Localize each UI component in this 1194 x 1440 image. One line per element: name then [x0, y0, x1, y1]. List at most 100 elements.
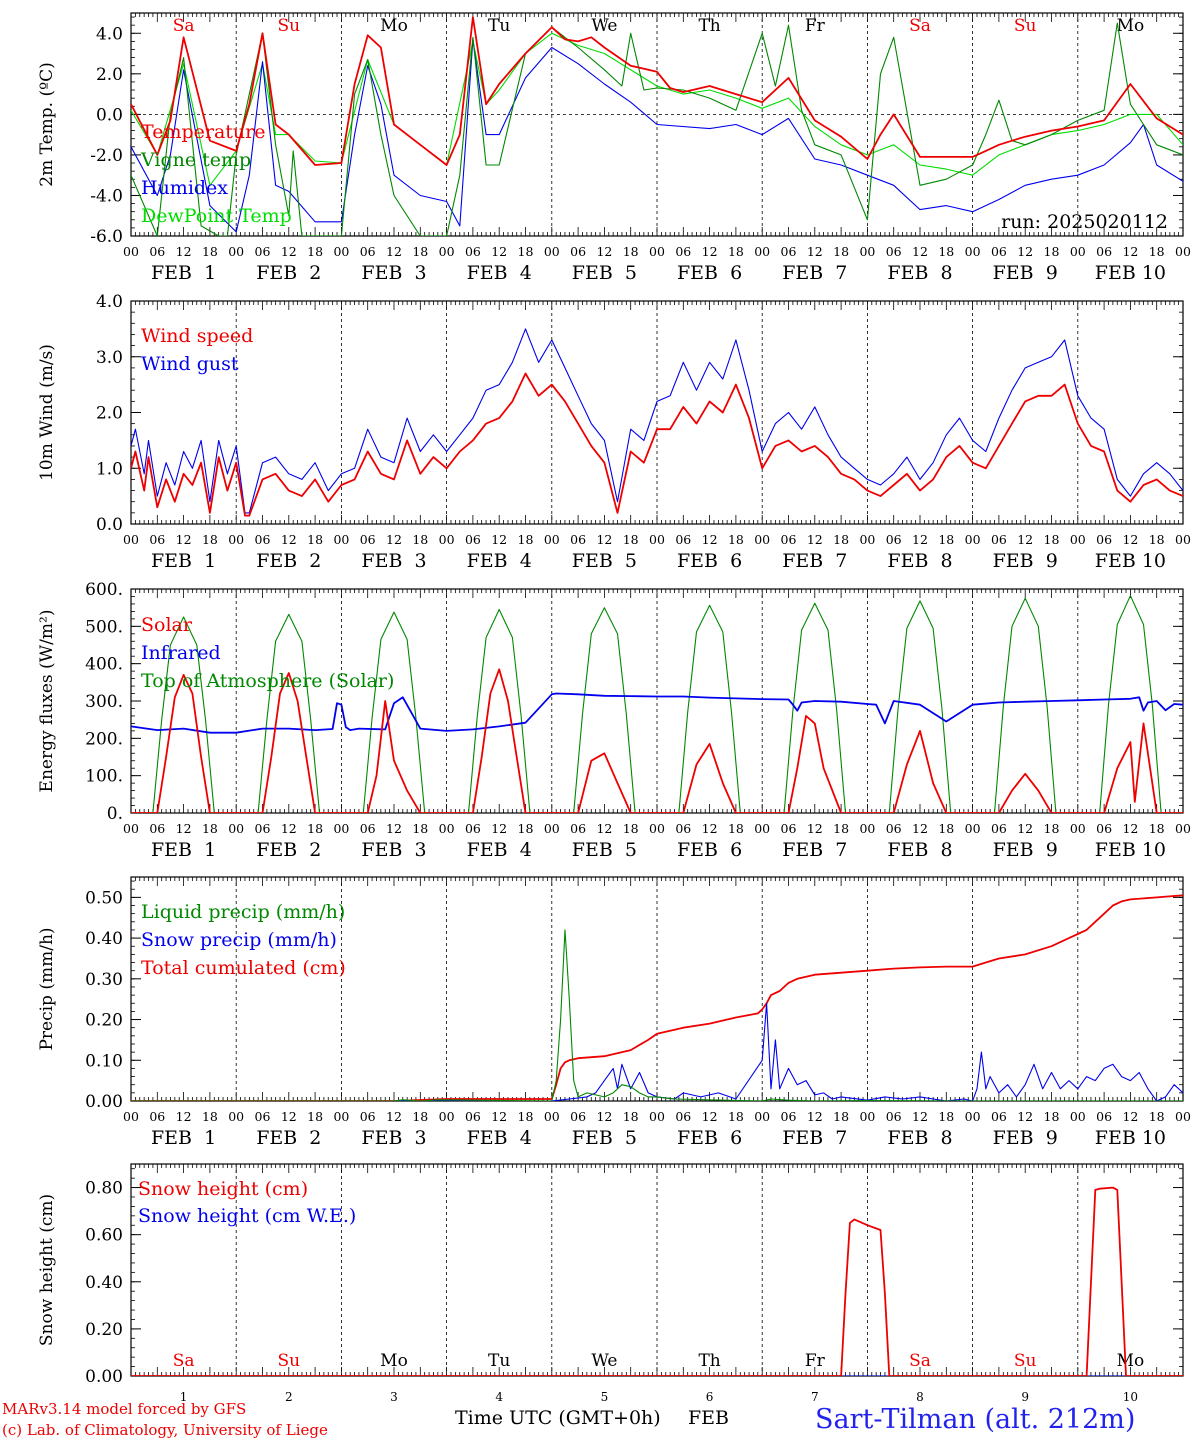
- energy-line-infrared: [131, 692, 1183, 734]
- temp-y-tick-label: -4.0: [90, 186, 123, 206]
- wind-hour-label: 00: [1070, 532, 1086, 547]
- energy-hour-label: 18: [202, 821, 218, 836]
- precip-hour-label: 06: [360, 1109, 376, 1124]
- precip-date-label: FEB 3: [361, 1127, 426, 1149]
- temp-weekday-label: Fr: [805, 16, 826, 36]
- wind-hour-label: 12: [1122, 532, 1138, 547]
- energy-hour-label: 00: [965, 821, 981, 836]
- snow-y-tick-label: 0.20: [85, 1320, 123, 1340]
- temp-hour-label: 06: [781, 244, 797, 259]
- energy-date-label: FEB 1: [151, 839, 216, 861]
- energy-y-tick-label: 600.: [85, 580, 123, 600]
- precip-line-total-cumulated-cm: [131, 894, 1183, 1101]
- temp-hour-label: 06: [255, 244, 271, 259]
- panel-temp: -6.0 -4.0 -2.0 0.0 2.0 4.0 2m Temp. (ºC) 00 06 12…: [37, 12, 1191, 284]
- energy-hour-label: 12: [1017, 821, 1033, 836]
- energy-date-label: FEB 5: [572, 839, 637, 861]
- energy-hour-label: 06: [886, 821, 902, 836]
- temp-weekday-label: Tu: [488, 16, 510, 36]
- temp-weekday-label: Th: [698, 16, 720, 36]
- wind-legend-entry: Wind speed: [141, 325, 253, 347]
- snow-day-number: 3: [390, 1390, 398, 1404]
- energy-hour-label: 12: [1122, 821, 1138, 836]
- temp-weekday-label: Sa: [909, 16, 931, 36]
- temp-hour-label: 12: [491, 244, 507, 259]
- temp-hour-label: 06: [1096, 244, 1112, 259]
- wind-hour-label: 06: [360, 532, 376, 547]
- energy-date-label: FEB 10: [1095, 839, 1166, 861]
- temp-hour-label: 18: [623, 244, 639, 259]
- precip-hour-label: 18: [938, 1109, 954, 1124]
- temp-hour-label: 00: [1175, 244, 1191, 259]
- snow-y-axis-label: Snow height (cm): [37, 1194, 57, 1346]
- snow-line-snow-height-cm: [131, 1186, 1183, 1376]
- energy-line-solar: [131, 668, 1183, 813]
- wind-line-wind-speed: [131, 372, 1183, 517]
- precip-hour-label: 18: [307, 1109, 323, 1124]
- precip-hour-label: 18: [1149, 1109, 1165, 1124]
- energy-hour-label: 00: [123, 821, 139, 836]
- precip-hour-label: 00: [439, 1109, 455, 1124]
- temp-hour-label: 00: [123, 244, 139, 259]
- precip-hour-label: 12: [491, 1109, 507, 1124]
- precip-hour-label: 18: [728, 1109, 744, 1124]
- precip-hour-label: 00: [333, 1109, 349, 1124]
- wind-hour-label: 06: [675, 532, 691, 547]
- precip-hour-label: 06: [149, 1109, 165, 1124]
- precip-y-tick-label: 0.50: [85, 888, 123, 908]
- energy-hour-label: 00: [228, 821, 244, 836]
- wind-hour-label: 00: [123, 532, 139, 547]
- temp-hour-label: 12: [1017, 244, 1033, 259]
- run-label: run: 2025020112: [1001, 211, 1168, 233]
- x-axis-month: FEB: [688, 1407, 729, 1429]
- precip-hour-label: 06: [570, 1109, 586, 1124]
- wind-hour-label: 18: [1044, 532, 1060, 547]
- wind-hour-label: 06: [570, 532, 586, 547]
- snow-day-number: 10: [1123, 1390, 1138, 1404]
- energy-hour-label: 18: [1044, 821, 1060, 836]
- wind-hour-label: 00: [1175, 532, 1191, 547]
- snow-weekday-label: Sa: [173, 1351, 195, 1371]
- energy-hour-label: 00: [333, 821, 349, 836]
- temp-hour-label: 00: [965, 244, 981, 259]
- precip-hour-label: 18: [623, 1109, 639, 1124]
- wind-date-label: FEB 4: [467, 550, 532, 572]
- temp-line-humidex: [131, 38, 1183, 233]
- wind-y-tick-label: 2.0: [96, 404, 123, 424]
- energy-hour-label: 06: [360, 821, 376, 836]
- wind-hour-label: 18: [833, 532, 849, 547]
- wind-hour-label: 12: [912, 532, 928, 547]
- wind-date-label: FEB 6: [677, 550, 742, 572]
- precip-hour-label: 00: [1175, 1109, 1191, 1124]
- precip-hour-label: 00: [1070, 1109, 1086, 1124]
- temp-date-label: FEB 7: [782, 262, 847, 284]
- snow-day-number: 9: [1021, 1390, 1029, 1404]
- energy-y-tick-label: 300.: [85, 692, 123, 712]
- precip-hour-label: 12: [1017, 1109, 1033, 1124]
- temp-hour-label: 06: [465, 244, 481, 259]
- temp-date-label: FEB 8: [887, 262, 952, 284]
- temp-hour-label: 12: [807, 244, 823, 259]
- energy-y-tick-label: 0.: [107, 804, 123, 824]
- snow-legend-entry: Snow height (cm W.E.): [138, 1205, 356, 1227]
- precip-hour-label: 12: [176, 1109, 192, 1124]
- wind-hour-label: 18: [938, 532, 954, 547]
- precip-hour-label: 18: [1044, 1109, 1060, 1124]
- precip-legend-entry: Total cumulated (cm): [141, 957, 346, 979]
- snow-day-number: 4: [495, 1390, 503, 1404]
- temp-hour-label: 18: [1149, 244, 1165, 259]
- snow-day-number: 5: [601, 1390, 609, 1404]
- precip-hour-label: 06: [255, 1109, 271, 1124]
- energy-legend-entry: Solar: [141, 614, 193, 636]
- precip-legend-entry: Liquid precip (mm/h): [141, 901, 345, 923]
- wind-hour-label: 12: [596, 532, 612, 547]
- wind-hour-label: 12: [281, 532, 297, 547]
- energy-hour-label: 18: [728, 821, 744, 836]
- precip-hour-label: 06: [465, 1109, 481, 1124]
- temp-hour-label: 12: [386, 244, 402, 259]
- wind-hour-label: 00: [754, 532, 770, 547]
- energy-date-label: FEB 4: [467, 839, 532, 861]
- energy-line-top-of-atmosphere-solar: [131, 595, 1183, 813]
- precip-hour-label: 06: [781, 1109, 797, 1124]
